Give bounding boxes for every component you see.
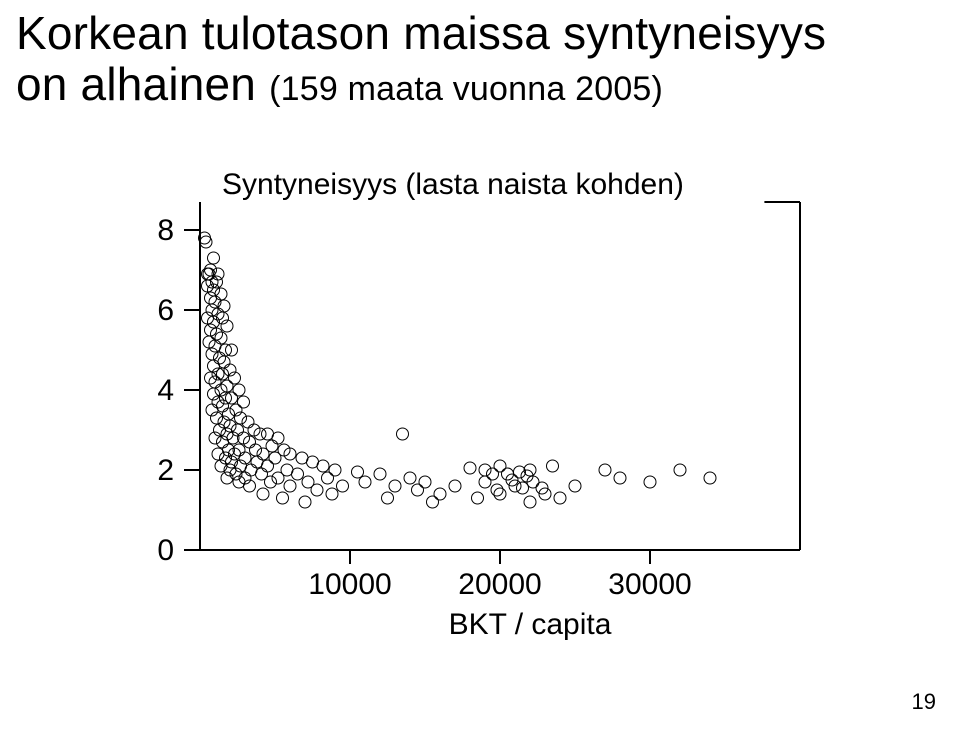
data-point: [472, 492, 484, 504]
data-point: [212, 448, 224, 460]
data-point: [311, 484, 323, 496]
data-point: [517, 482, 529, 494]
data-point: [382, 492, 394, 504]
page-number: 19: [912, 689, 936, 715]
data-point: [272, 432, 284, 444]
data-point: [329, 464, 341, 476]
data-point: [242, 416, 254, 428]
y-tick-label: 0: [157, 534, 174, 567]
data-point: [487, 468, 499, 480]
data-point: [494, 460, 506, 472]
data-point: [257, 488, 269, 500]
data-point: [326, 488, 338, 500]
data-point: [514, 466, 526, 478]
y-tick-label: 2: [157, 454, 174, 487]
data-point: [277, 492, 289, 504]
slide-title: Korkean tulotason maissa syntyneisyys on…: [16, 8, 944, 109]
data-point: [322, 472, 334, 484]
x-tick-label: 10000: [308, 568, 391, 601]
data-point: [674, 464, 686, 476]
data-point: [292, 468, 304, 480]
chart-svg: Syntyneisyys (lasta naista kohden) 0 2 4 6 8 1…: [120, 160, 840, 640]
x-tick-label: 20000: [458, 568, 541, 601]
data-point: [206, 348, 218, 360]
data-point: [397, 428, 409, 440]
data-point: [427, 496, 439, 508]
chart-title: Syntyneisyys (lasta naista kohden): [222, 168, 684, 201]
y-tick-label: 4: [157, 374, 174, 407]
scatter-chart: Syntyneisyys (lasta naista kohden) 0 2 4 6 8 1…: [120, 160, 840, 640]
data-point: [284, 480, 296, 492]
y-tick-label: 8: [157, 214, 174, 247]
data-point: [547, 460, 559, 472]
data-point: [374, 468, 386, 480]
data-point: [554, 492, 566, 504]
data-point: [389, 480, 401, 492]
data-point: [491, 484, 503, 496]
data-point: [464, 462, 476, 474]
data-point: [404, 472, 416, 484]
data-point: [479, 476, 491, 488]
data-point: [434, 488, 446, 500]
slide: Korkean tulotason maissa syntyneisyys on…: [0, 0, 960, 729]
data-point: [494, 488, 506, 500]
data-point: [449, 480, 461, 492]
data-point: [479, 464, 491, 476]
x-tick-label: 30000: [608, 568, 691, 601]
data-point: [262, 460, 274, 472]
data-point: [419, 476, 431, 488]
data-point: [250, 444, 262, 456]
data-point: [599, 464, 611, 476]
data-point: [412, 484, 424, 496]
title-line2-sub: (159 maata vuonna 2005): [269, 70, 663, 108]
title-line1: Korkean tulotason maissa syntyneisyys: [16, 7, 826, 59]
data-point: [359, 476, 371, 488]
data-point: [299, 496, 311, 508]
data-point: [208, 252, 220, 264]
data-point: [704, 472, 716, 484]
data-point: [233, 384, 245, 396]
data-point: [238, 396, 250, 408]
title-line2-main: on alhainen: [16, 58, 269, 110]
data-point: [569, 480, 581, 492]
data-point: [257, 448, 269, 460]
x-axis-label: BKT / capita: [449, 608, 612, 640]
data-point: [614, 472, 626, 484]
data-point: [337, 480, 349, 492]
data-point: [524, 496, 536, 508]
data-point: [317, 460, 329, 472]
y-tick-label: 6: [157, 294, 174, 327]
data-point: [200, 236, 212, 248]
data-point: [644, 476, 656, 488]
data-point: [265, 476, 277, 488]
data-point: [269, 452, 281, 464]
data-point: [272, 472, 284, 484]
data-point: [352, 466, 364, 478]
